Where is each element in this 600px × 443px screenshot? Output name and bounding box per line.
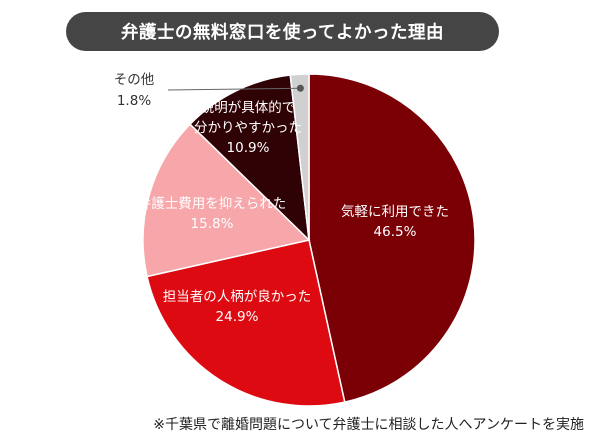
slice-value-label-3: 10.9%	[227, 140, 270, 156]
slice-value-label-1: 24.9%	[216, 309, 259, 325]
slice-category-label-1: 担当者の人柄が良かった	[163, 289, 312, 305]
pie-slice-1	[146, 239, 346, 407]
slice-value-label-2: 15.8%	[191, 216, 234, 232]
pie-slice-0	[308, 73, 476, 404]
slice-category-label-4: その他	[114, 72, 155, 88]
slice-category-label-0: 気軽に利用できた	[341, 204, 449, 220]
pie-slice-3	[188, 74, 310, 243]
callout-dot	[296, 84, 304, 92]
footnote: ※千葉県で離婚問題について弁護士に相談した人へアンケートを実施	[153, 417, 584, 433]
slice-category-label-3: 分かりやすかった	[194, 120, 302, 136]
chart-title: 弁護士の無料窓口を使ってよかった理由	[66, 12, 499, 51]
slice-category-label-2: 弁護士費用を抑えられた	[138, 196, 287, 212]
pie-slice-2	[142, 123, 311, 278]
pie-slice-4	[289, 73, 310, 241]
callout-line	[167, 87, 301, 91]
slice-value-label-4: 1.8%	[117, 93, 151, 109]
slice-value-label-0: 46.5%	[374, 224, 417, 240]
slice-category-label-3: 説明が具体的で	[201, 100, 296, 116]
